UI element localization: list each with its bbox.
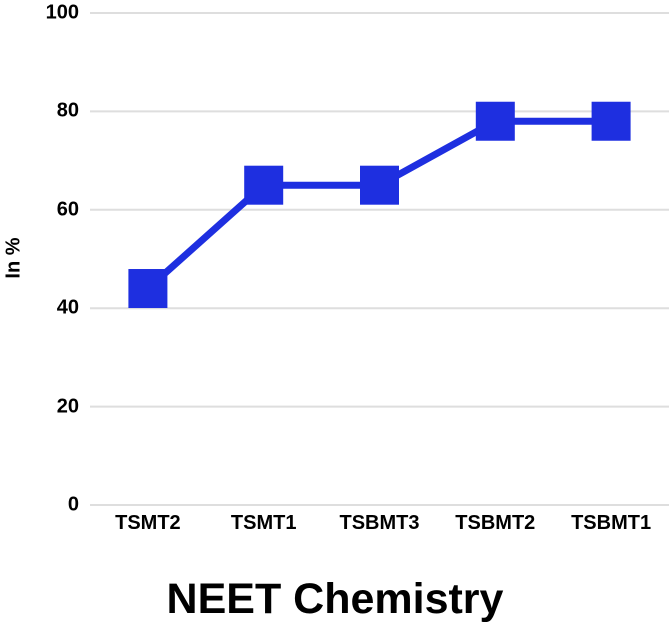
data-point-marker [591,101,631,141]
x-tick-label: TSBMT3 [339,512,420,534]
x-tick-label: TSMT2 [115,512,181,534]
data-point-marker [244,165,284,205]
y-tick-label: 20 [56,395,79,418]
data-point-marker [475,101,515,141]
x-tick-label: TSBMT2 [455,512,536,534]
y-tick-label: 0 [67,493,79,516]
y-tick-label: 60 [56,198,79,221]
y-tick-label: 100 [45,1,79,24]
y-tick-label: 40 [56,296,79,319]
series-line [145,117,612,292]
chart-title: NEET Chemistry [166,575,504,623]
y-axis-title: In % [2,237,25,279]
x-tick-label: TSBMT1 [571,512,652,534]
data-point-marker [128,269,168,309]
data-point-marker [360,165,399,205]
y-tick-label: 80 [56,99,79,122]
x-tick-label: TSMT1 [230,512,297,534]
